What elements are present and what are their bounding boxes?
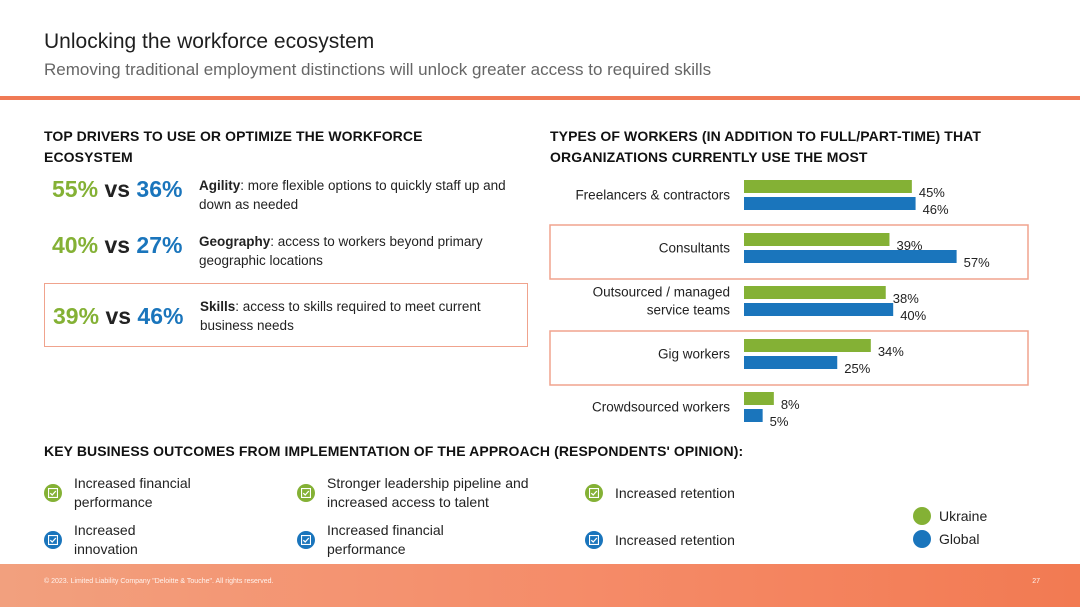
driver-text: : access to skills required to meet curr…	[200, 299, 481, 333]
driver-stat: 55% vs 36%	[52, 176, 182, 202]
bar-ukraine	[744, 392, 774, 405]
bar-ukraine	[744, 180, 912, 193]
header-divider	[0, 96, 1080, 100]
driver-term: Skills	[200, 299, 235, 314]
category-label: service teams	[647, 303, 731, 318]
outcome-label: Increased retention	[615, 531, 735, 550]
driver-ukraine-value: 55%	[52, 176, 98, 202]
legend-global-label: Global	[939, 530, 979, 548]
driver-term: Agility	[199, 178, 240, 193]
driver-ukraine-value: 39%	[53, 303, 99, 329]
driver-global-value: 46%	[137, 303, 183, 329]
category-label: Gig workers	[658, 347, 730, 362]
workers-heading: TYPES OF WORKERS (IN ADDITION TO FULL/PA…	[550, 126, 1050, 168]
category-label: Outsourced / managed	[593, 285, 730, 300]
driver-text: : more flexible options to quickly staff…	[199, 178, 506, 212]
value-label: 40%	[900, 308, 926, 323]
bar-ukraine	[744, 233, 889, 246]
page-title: Unlocking the workforce ecosystem	[44, 30, 374, 54]
outcomes-heading: KEY BUSINESS OUTCOMES FROM IMPLEMENTATIO…	[44, 441, 944, 462]
driver-stat: 39% vs 46%	[53, 303, 183, 329]
value-label: 25%	[844, 361, 870, 376]
driver-agility: 55% vs 36% Agility: more flexible option…	[44, 176, 528, 240]
category-label: Freelancers & contractors	[575, 188, 730, 203]
value-label: 34%	[878, 344, 904, 359]
value-label: 46%	[923, 202, 949, 217]
checklist-icon	[585, 531, 603, 549]
driver-global-value: 36%	[136, 176, 182, 202]
category-label: Crowdsourced workers	[592, 400, 730, 415]
outcome-label: Increased financial performance	[74, 474, 191, 512]
driver-description: Skills: access to skills required to mee…	[200, 297, 520, 335]
bar-global	[744, 250, 957, 263]
outcome-label: Stronger leadership pipeline and increase…	[327, 474, 529, 512]
outcome-label: Increased financial performance	[327, 521, 444, 559]
driver-vs: vs	[105, 303, 131, 329]
footer-bar: © 2023. Limited Liability Company "Deloi…	[0, 564, 1080, 607]
checklist-icon	[44, 484, 62, 502]
driver-vs: vs	[104, 176, 130, 202]
driver-ukraine-value: 40%	[52, 232, 98, 258]
driver-vs: vs	[104, 232, 130, 258]
workers-bar-chart: Freelancers & contractors 45% 46% Consultan…	[540, 170, 1040, 430]
outcome-label: Increased innovation	[74, 521, 138, 559]
driver-global-value: 27%	[136, 232, 182, 258]
value-label: 38%	[893, 291, 919, 306]
driver-stat: 40% vs 27%	[52, 232, 182, 258]
bar-global	[744, 303, 893, 316]
checklist-icon	[585, 484, 603, 502]
driver-term: Geography	[199, 234, 270, 249]
checklist-icon	[44, 531, 62, 549]
legend-ukraine-label: Ukraine	[939, 507, 987, 525]
driver-skills: 39% vs 46% Skills: access to skills requ…	[44, 283, 528, 347]
value-label: 57%	[964, 255, 990, 270]
drivers-heading: TOP DRIVERS TO USE OR OPTIMIZE THE WORKF…	[44, 126, 504, 168]
bar-global	[744, 356, 837, 369]
checklist-icon	[297, 531, 315, 549]
category-label: Consultants	[659, 241, 731, 256]
bar-ukraine	[744, 286, 886, 299]
bar-ukraine	[744, 339, 871, 352]
bar-global	[744, 197, 916, 210]
value-label: 8%	[781, 397, 800, 412]
page-number: 27	[1032, 578, 1040, 585]
outcome-label: Increased retention	[615, 484, 735, 503]
value-label: 5%	[770, 414, 789, 429]
legend-ukraine-dot	[913, 507, 931, 525]
checklist-icon	[297, 484, 315, 502]
value-label: 45%	[919, 185, 945, 200]
bar-global	[744, 409, 763, 422]
legend-global-dot	[913, 530, 931, 548]
driver-description: Agility: more flexible options to quickl…	[199, 176, 519, 214]
footer-copyright: © 2023. Limited Liability Company "Deloi…	[44, 578, 273, 585]
page-subtitle: Removing traditional employment distinct…	[44, 60, 711, 80]
driver-description: Geography: access to workers beyond prim…	[199, 232, 519, 270]
